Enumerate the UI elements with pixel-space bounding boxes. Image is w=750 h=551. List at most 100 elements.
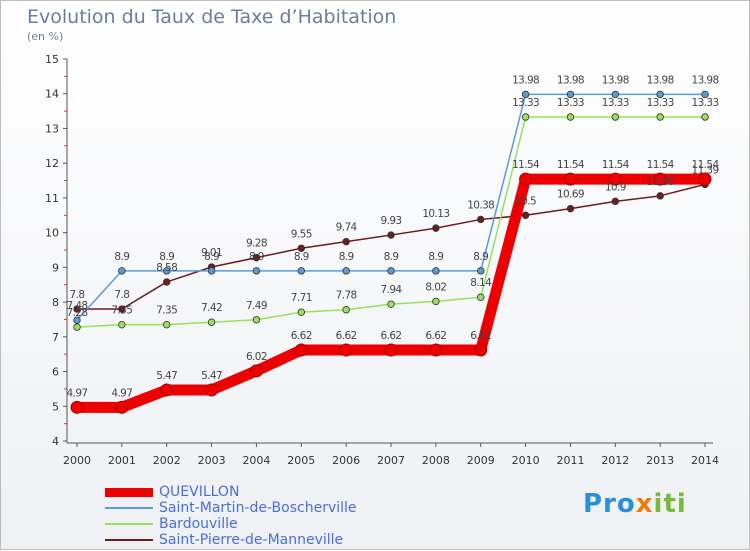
data-label: 6.62 — [425, 330, 446, 342]
legend-swatch — [105, 487, 153, 497]
data-label: 8.58 — [156, 262, 177, 274]
series-point-1 — [521, 90, 530, 99]
series-point-2 — [163, 320, 171, 329]
series-point-1 — [207, 267, 216, 275]
series-point-2 — [432, 297, 440, 306]
series-point-3 — [611, 197, 620, 206]
data-label: 8.02 — [425, 281, 446, 293]
y-tick-label: 6 — [52, 366, 59, 379]
chart-subtitle: (en %) — [27, 30, 64, 43]
data-label: 9.01 — [201, 247, 222, 259]
data-label: 7.78 — [336, 290, 357, 302]
logo-text-x: x — [635, 489, 654, 519]
x-tick-label: 2001 — [108, 454, 136, 467]
series-point-3 — [477, 215, 485, 224]
series-point-1 — [73, 316, 81, 324]
legend-label: QUEVILLON — [159, 484, 240, 500]
series-point-3 — [566, 204, 575, 213]
data-label: 8.9 — [384, 251, 399, 263]
series-point-3 — [387, 231, 395, 239]
data-label: 13.33 — [692, 97, 719, 109]
series-point-0 — [70, 400, 84, 414]
y-tick-label: 15 — [45, 53, 59, 66]
data-label: 7.28 — [67, 307, 88, 319]
series-point-3 — [656, 192, 664, 200]
series-point-3 — [342, 237, 350, 246]
y-tick-label: 10 — [45, 227, 59, 240]
data-label: 7.42 — [201, 302, 222, 314]
data-label: 13.98 — [557, 74, 584, 86]
series-point-0 — [205, 383, 219, 397]
series-point-0 — [563, 172, 577, 186]
series-point-2 — [611, 113, 620, 121]
data-label: 7.49 — [246, 300, 267, 312]
data-label: 7.35 — [156, 305, 177, 317]
data-label: 7.8 — [114, 289, 129, 301]
series-point-1 — [477, 267, 485, 275]
series-point-3 — [73, 305, 81, 313]
data-label: 11.54 — [647, 159, 675, 171]
x-tick-label: 2004 — [242, 454, 270, 467]
data-label: 13.33 — [602, 97, 629, 109]
chart-title: Evolution du Taux de Taxe d’Habitation — [27, 6, 397, 28]
data-label: 13.33 — [647, 97, 674, 109]
data-label: 8.14 — [470, 277, 492, 289]
data-label: 11.54 — [692, 159, 720, 171]
x-tick-label: 2008 — [422, 454, 450, 467]
series-point-2 — [387, 300, 395, 308]
logo-text-iti: iti — [653, 489, 687, 519]
y-tick-label: 13 — [45, 122, 59, 135]
data-label: 5.47 — [156, 370, 177, 382]
data-label: 13.98 — [512, 74, 539, 86]
data-label: 13.33 — [557, 97, 584, 109]
legend-label: Bardouville — [159, 516, 238, 532]
data-label: 7.94 — [381, 284, 403, 296]
series-point-2 — [252, 316, 261, 324]
data-label: 8.9 — [294, 251, 309, 263]
x-tick-label: 2009 — [467, 454, 495, 467]
data-label: 7.35 — [111, 305, 132, 317]
data-label: 7.8 — [70, 289, 85, 301]
series-point-1 — [342, 267, 350, 275]
data-label: 10.13 — [422, 208, 449, 220]
series-point-0 — [115, 400, 129, 414]
x-tick-label: 2002 — [153, 454, 181, 467]
data-label: 8.9 — [114, 251, 129, 263]
x-tick-label: 2012 — [601, 454, 629, 467]
data-label: 8.9 — [473, 251, 488, 263]
series-point-0 — [698, 172, 712, 186]
series-point-1 — [611, 90, 620, 99]
data-label: 8.9 — [339, 251, 354, 263]
data-label: 11.06 — [647, 176, 675, 188]
series-point-2 — [118, 320, 126, 329]
series-point-0 — [653, 172, 667, 186]
legend-swatch — [105, 507, 153, 509]
series-point-0 — [474, 343, 488, 357]
series-point-1 — [701, 90, 709, 99]
data-label: 6.62 — [291, 330, 312, 342]
y-tick-label: 9 — [52, 261, 59, 274]
legend-item: Saint-Martin-de-Boscherville — [105, 500, 357, 516]
data-label: 6.02 — [246, 351, 267, 363]
series-point-3 — [432, 224, 440, 232]
data-label: 8.9 — [249, 251, 264, 263]
data-label: 7.71 — [291, 292, 312, 304]
x-tick-label: 2007 — [377, 454, 405, 467]
x-tick-label: 2003 — [198, 454, 226, 467]
logo-text-pro: Pro — [583, 489, 636, 519]
data-label: 10.38 — [467, 199, 494, 211]
data-label: 7.48 — [67, 300, 88, 312]
series-point-3 — [252, 253, 261, 262]
series-point-2 — [521, 113, 530, 121]
series-point-2 — [73, 323, 81, 331]
y-tick-label: 12 — [45, 157, 59, 170]
series-point-1 — [387, 267, 395, 275]
series-point-2 — [701, 113, 709, 121]
data-label: 9.93 — [381, 215, 402, 227]
y-tick-label: 8 — [52, 296, 59, 309]
data-label: 10.69 — [557, 189, 584, 201]
legend: QUEVILLON Saint-Martin-de-Boscherville Bar… — [105, 484, 357, 548]
legend-label: Saint-Martin-de-Boscherville — [159, 500, 357, 516]
series-point-0 — [294, 343, 308, 357]
